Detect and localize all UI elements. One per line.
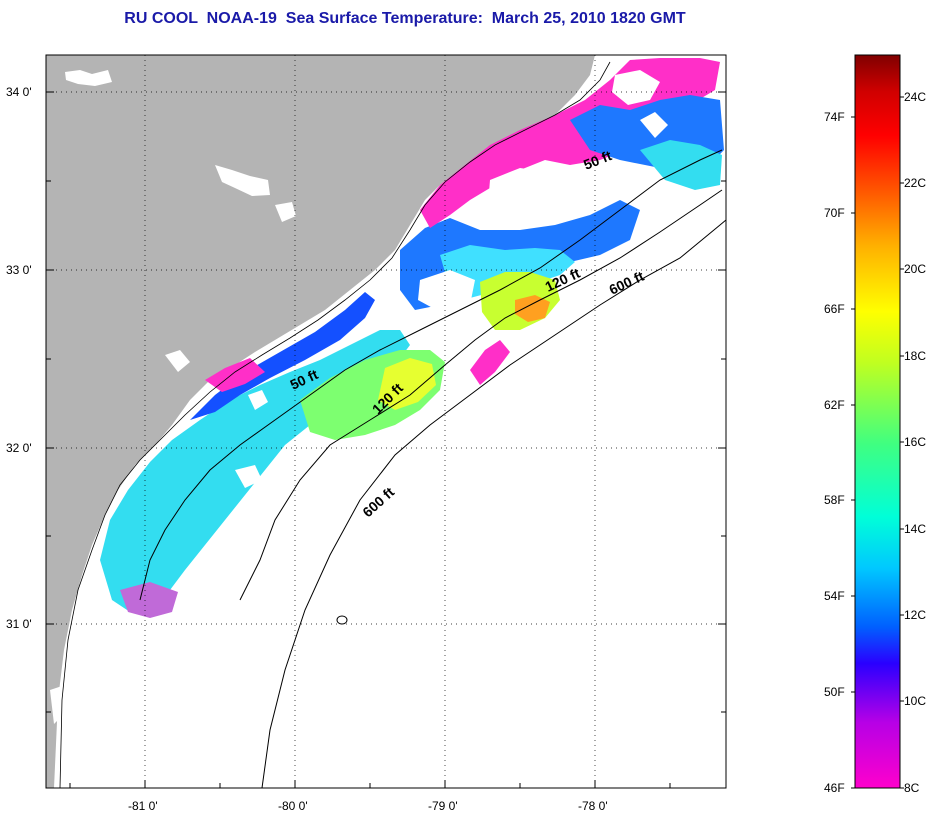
x-tick-label: -79 0' xyxy=(428,799,458,813)
colorbar-label-f: 66F xyxy=(824,302,845,316)
contour-50ft-line xyxy=(139,149,723,601)
y-tick-label: 34 0' xyxy=(6,85,32,99)
land-gap-3 xyxy=(275,202,296,222)
colorbar-label-c: 16C xyxy=(904,435,926,449)
sst-data-layer xyxy=(100,58,724,618)
y-tick-label: 31 0' xyxy=(6,617,32,631)
cloud-gap-north-3 xyxy=(640,112,668,138)
colorbar-ticks xyxy=(851,96,904,789)
land-gap-4 xyxy=(165,350,190,372)
sst-region-orange-east xyxy=(515,295,550,322)
cloud-gap-mid-2 xyxy=(248,390,268,410)
colorbar-label-c: 24C xyxy=(904,90,926,104)
y-tick-label: 33 0' xyxy=(6,263,32,277)
land-gap-1 xyxy=(65,70,112,86)
colorbar-label-c: 12C xyxy=(904,608,926,622)
colorbar-label-c: 22C xyxy=(904,176,926,190)
cloud-gap-mid-1 xyxy=(418,270,475,312)
contour-120ft-line xyxy=(239,189,723,601)
sst-region-blue-nearshore xyxy=(190,292,375,420)
sst-region-magenta-south xyxy=(120,582,178,618)
land-gap-2 xyxy=(215,165,270,196)
colorbar-label-c: 14C xyxy=(904,522,926,536)
colorbar-label-f: 58F xyxy=(824,493,845,507)
colorbar-label-c: 20C xyxy=(904,262,926,276)
x-tick-label: -81 0' xyxy=(128,799,158,813)
coastline xyxy=(59,61,611,788)
map-title: RU COOL NOAA-19 Sea Surface Temperature:… xyxy=(124,10,686,27)
sst-region-yellow-mid xyxy=(378,358,436,410)
colorbar-label-f: 70F xyxy=(824,206,845,220)
axis-ticks xyxy=(46,91,726,788)
graticule xyxy=(46,55,726,788)
colorbar-label-f: 46F xyxy=(824,781,845,795)
colorbar-label-f: 50F xyxy=(824,685,845,699)
x-tick-label: -78 0' xyxy=(578,799,608,813)
temperature-colorbar: 74F 70F 66F 62F 58F 54F 50F 46F 24C 22C … xyxy=(824,54,926,795)
colorbar-label-f: 54F xyxy=(824,589,845,603)
map-panel: 50 ft 50 ft 120 ft 120 ft 600 ft 600 ft xyxy=(46,55,726,788)
colorbar-label-c: 18C xyxy=(904,349,926,363)
cloud-gap-mid-3 xyxy=(235,465,262,488)
sst-region-cyan-northeast xyxy=(640,140,722,190)
sst-region-pink-south-edge xyxy=(470,340,510,385)
y-tick-label: 32 0' xyxy=(6,441,32,455)
land-mass xyxy=(46,55,595,788)
map-frame xyxy=(45,54,727,789)
colorbar-label-f: 74F xyxy=(824,110,845,124)
colorbar-label-c: 8C xyxy=(904,781,920,795)
cloud-gap-north-2 xyxy=(612,70,660,105)
colorbar-scale xyxy=(854,54,901,789)
cloud-gap-north-1 xyxy=(488,168,560,215)
x-tick-label: -80 0' xyxy=(278,799,308,813)
colorbar-label-f: 62F xyxy=(824,398,845,412)
colorbar-label-c: 10C xyxy=(904,694,926,708)
